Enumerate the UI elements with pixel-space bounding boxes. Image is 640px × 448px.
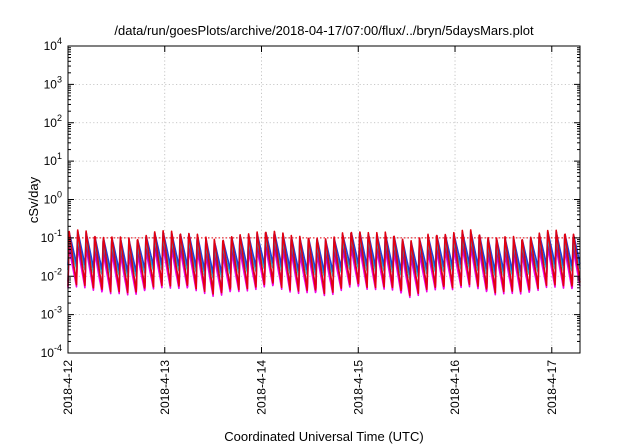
x-tick-label: 2018-4-12 xyxy=(61,360,75,415)
series-line xyxy=(67,229,581,297)
y-tick-labels: 10-4 10-3 10-2 10-1 100 101 102 103 104 xyxy=(41,36,62,360)
x-axis-label: Coordinated Universal Time (UTC) xyxy=(224,429,423,444)
series-group xyxy=(67,229,581,299)
y-tick-label: 10-1 xyxy=(41,228,62,245)
y-tick-label: 101 xyxy=(44,151,62,168)
x-tick-label: 2018-4-17 xyxy=(545,360,559,415)
y-tick-label: 10-4 xyxy=(41,343,62,360)
x-tick-label: 2018-4-13 xyxy=(158,360,172,415)
x-tick-label: 2018-4-14 xyxy=(255,360,269,415)
x-tick-label: 2018-4-16 xyxy=(448,360,462,415)
x-tick-labels: 2018-4-12 2018-4-13 2018-4-14 2018-4-15 2018… xyxy=(61,360,559,415)
y-axis-label: cSv/day xyxy=(26,176,41,223)
y-tick-label: 10-3 xyxy=(41,305,62,322)
chart-title: /data/run/goesPlots/archive/2018-04-17/0… xyxy=(114,23,534,38)
y-tick-label: 102 xyxy=(44,113,62,130)
y-tick-label: 103 xyxy=(44,74,62,91)
y-tick-label: 10-2 xyxy=(41,266,62,283)
y-tick-label: 100 xyxy=(44,190,62,207)
y-tick-label: 104 xyxy=(44,36,62,53)
axis-ticks xyxy=(67,45,580,354)
x-tick-label: 2018-4-15 xyxy=(351,360,365,415)
